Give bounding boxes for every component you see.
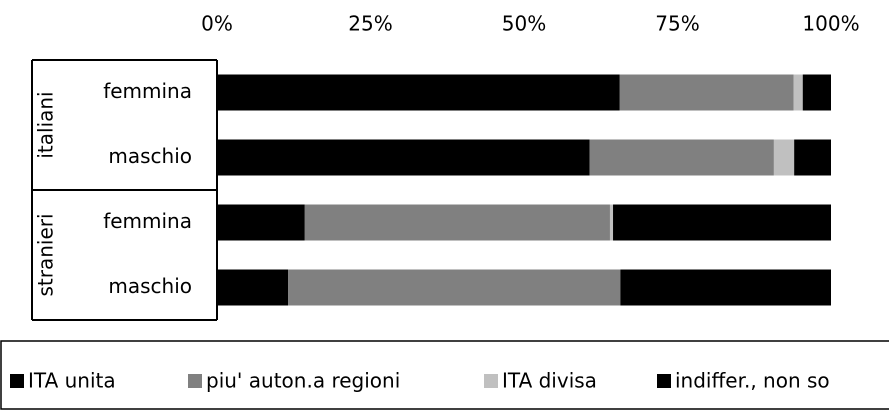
bar-segment: [288, 269, 621, 306]
legend-swatch: [188, 374, 202, 388]
x-tick-label: 25%: [348, 12, 392, 36]
bar-segment: [217, 269, 289, 306]
category-label: maschio: [108, 274, 192, 298]
category-label: maschio: [108, 144, 192, 168]
bar-segment: [304, 204, 610, 241]
legend-swatch: [10, 374, 24, 388]
bar-segment: [620, 269, 831, 306]
bar-segment: [613, 204, 831, 241]
legend-label: ITA unita: [28, 369, 116, 393]
bar-segment: [773, 139, 795, 176]
x-tick-label: 50%: [502, 12, 546, 36]
x-tick-label: 0%: [201, 12, 233, 36]
legend-swatch: [484, 374, 498, 388]
legend-swatch: [657, 374, 671, 388]
bar-segment: [217, 139, 590, 176]
bar-segment: [794, 139, 831, 176]
group-label: italiani: [34, 91, 58, 158]
category-label: femmina: [103, 79, 192, 103]
bar-segment: [793, 74, 803, 111]
legend-label: piu' auton.a regioni: [206, 369, 400, 393]
group-label: stranieri: [34, 213, 58, 296]
bar-segment: [589, 139, 774, 176]
category-label: femmina: [103, 209, 192, 233]
bar-segment: [802, 74, 831, 111]
x-tick-label: 75%: [655, 12, 699, 36]
legend-label: indiffer., non so: [675, 369, 830, 393]
bar-segment: [217, 74, 620, 111]
legend-box: [0, 340, 889, 410]
x-tick-label: 100%: [802, 12, 859, 36]
legend-label: ITA divisa: [502, 369, 597, 393]
bar-segment: [619, 74, 794, 111]
bar-segment: [609, 204, 614, 241]
bar-segment: [217, 204, 305, 241]
